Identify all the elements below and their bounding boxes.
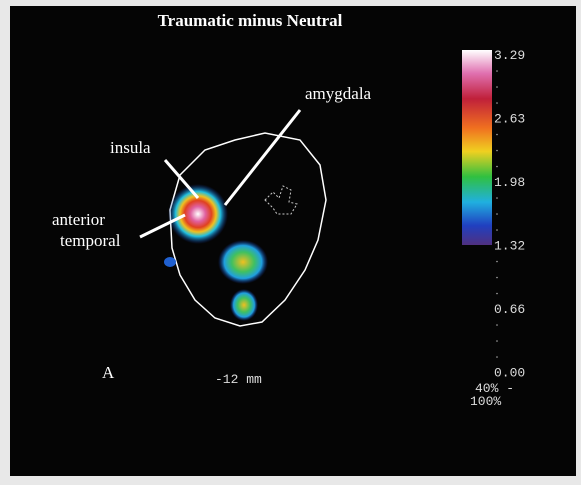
- label-temporal: temporal: [60, 231, 121, 250]
- max-label: 100%: [470, 394, 501, 409]
- colorbar-dot: [496, 213, 498, 215]
- colorbar-dot: [496, 102, 498, 104]
- label-amygdala: amygdala: [305, 84, 372, 103]
- title: Traumatic minus Neutral: [158, 11, 343, 30]
- figure: Traumatic minus Neutral insula amygdala …: [0, 0, 581, 485]
- colorbar-label: 1.32: [494, 239, 525, 254]
- label-insula: insula: [110, 138, 151, 157]
- colorbar-dot: [496, 340, 498, 342]
- colorbar: [462, 50, 492, 245]
- colorbar-label: 2.63: [494, 112, 525, 127]
- colorbar-label: 0.66: [494, 302, 525, 317]
- activation-insula: [168, 184, 228, 244]
- colorbar-label: 0.00: [494, 366, 525, 381]
- colorbar-dot: [496, 70, 498, 72]
- colorbar-dot: [496, 293, 498, 295]
- activation-lower: [230, 289, 258, 321]
- colorbar-label: 1.98: [494, 175, 525, 190]
- colorbar-dot: [496, 134, 498, 136]
- activation-central: [218, 240, 268, 284]
- panel-label: A: [102, 363, 115, 382]
- colorbar-dot: [496, 150, 498, 152]
- colorbar-dot: [496, 261, 498, 263]
- colorbar-label: 3.29: [494, 48, 525, 63]
- colorbar-dot: [496, 86, 498, 88]
- label-anterior: anterior: [52, 210, 105, 229]
- activation-small: [164, 257, 176, 267]
- colorbar-dot: [496, 324, 498, 326]
- colorbar-dot: [496, 277, 498, 279]
- colorbar-dot: [496, 356, 498, 358]
- colorbar-dot: [496, 166, 498, 168]
- colorbar-dot: [496, 229, 498, 231]
- slice-label: -12 mm: [215, 372, 262, 387]
- colorbar-dot: [496, 197, 498, 199]
